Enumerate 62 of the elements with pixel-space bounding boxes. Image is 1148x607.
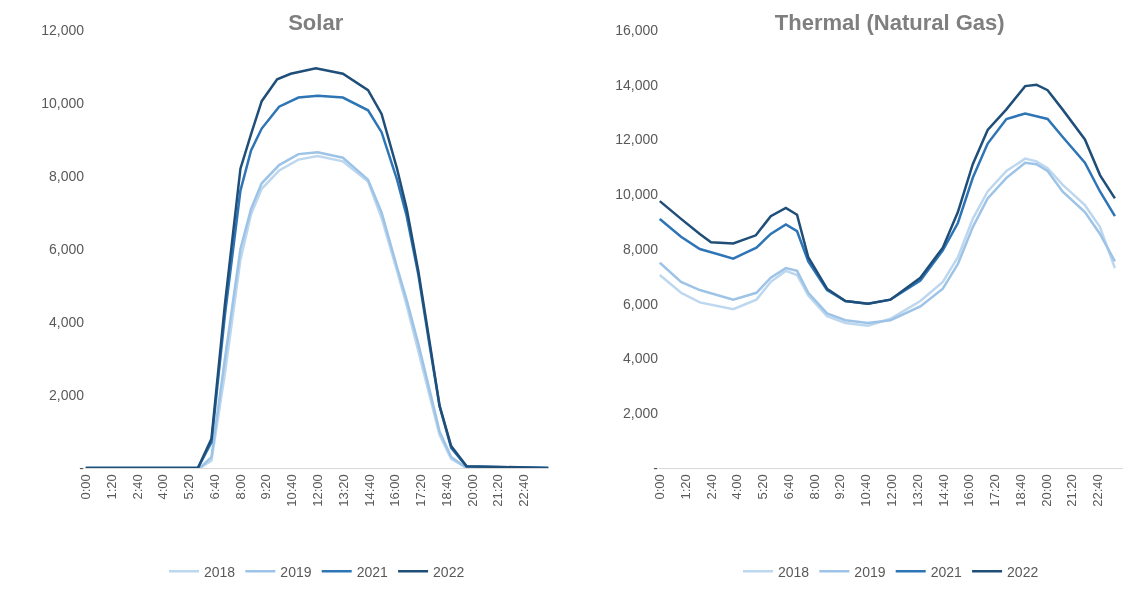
y-tick-label: 16,000 <box>615 21 659 38</box>
y-tick-label: 6,000 <box>622 295 659 312</box>
x-tick-label: 6:40 <box>206 474 222 500</box>
y-tick-label: 4,000 <box>48 313 85 330</box>
legend-label: 2021 <box>930 563 963 580</box>
x-tick-label: 16:00 <box>387 474 403 507</box>
x-tick-label: 17:20 <box>987 474 1003 507</box>
x-tick-label: 20:00 <box>1038 474 1054 507</box>
x-tick-label: 12:00 <box>883 474 899 507</box>
y-tick-label: 2,000 <box>622 405 659 422</box>
x-tick-label: 8:00 <box>806 474 822 500</box>
x-tick-label: 17:20 <box>413 474 429 507</box>
legend-label: 2019 <box>280 563 312 580</box>
legend-label: 2022 <box>1007 563 1039 580</box>
legend-label: 2018 <box>204 563 236 580</box>
y-tick-label: 2,000 <box>48 386 85 403</box>
y-tick-label: 8,000 <box>622 240 659 257</box>
x-tick-label: 22:40 <box>1090 474 1106 507</box>
x-tick-label: 1:20 <box>103 474 119 500</box>
x-tick-label: 0:00 <box>651 474 667 500</box>
x-tick-label: 21:20 <box>490 474 506 507</box>
y-tick-label: 4,000 <box>622 350 659 367</box>
y-tick-label: 12,000 <box>41 21 85 38</box>
legend-label: 2019 <box>854 563 886 580</box>
x-tick-label: 8:00 <box>232 474 248 500</box>
legend-label: 2018 <box>778 563 810 580</box>
y-tick-label: 8,000 <box>48 167 85 184</box>
y-tick-label: - <box>79 459 85 476</box>
x-tick-label: 5:20 <box>181 474 197 500</box>
chart-title: Solar <box>288 10 344 36</box>
y-tick-label: 14,000 <box>615 76 659 93</box>
y-tick-label: 12,000 <box>615 131 659 148</box>
x-tick-label: 20:00 <box>464 474 480 507</box>
x-tick-label: 4:00 <box>729 474 745 500</box>
x-tick-label: 18:40 <box>438 474 454 507</box>
x-tick-label: 21:20 <box>1064 474 1080 507</box>
y-tick-label: 10,000 <box>41 94 85 111</box>
x-tick-label: 6:40 <box>780 474 796 500</box>
x-tick-label: 0:00 <box>77 474 93 500</box>
x-tick-label: 12:00 <box>309 474 325 507</box>
x-tick-label: 2:40 <box>703 474 719 500</box>
x-tick-label: 5:20 <box>755 474 771 500</box>
x-tick-label: 14:40 <box>935 474 951 507</box>
x-tick-label: 13:20 <box>335 474 351 507</box>
x-tick-label: 2:40 <box>129 474 145 500</box>
x-tick-label: 18:40 <box>1012 474 1028 507</box>
x-tick-label: 13:20 <box>909 474 925 507</box>
x-tick-label: 4:00 <box>155 474 171 500</box>
legend-label: 2021 <box>356 563 389 580</box>
y-tick-label: 6,000 <box>48 240 85 257</box>
x-tick-label: 16:00 <box>961 474 977 507</box>
x-tick-label: 9:20 <box>258 474 274 500</box>
y-tick-label: - <box>653 459 659 476</box>
x-tick-label: 14:40 <box>361 474 377 507</box>
legend-label: 2022 <box>433 563 465 580</box>
x-tick-label: 10:40 <box>858 474 874 507</box>
x-tick-label: 22:40 <box>516 474 532 507</box>
chart-title: Thermal (Natural Gas) <box>774 10 1005 36</box>
y-tick-label: 10,000 <box>615 186 659 203</box>
x-tick-label: 9:20 <box>832 474 848 500</box>
x-tick-label: 10:40 <box>284 474 300 507</box>
x-tick-label: 1:20 <box>677 474 693 500</box>
